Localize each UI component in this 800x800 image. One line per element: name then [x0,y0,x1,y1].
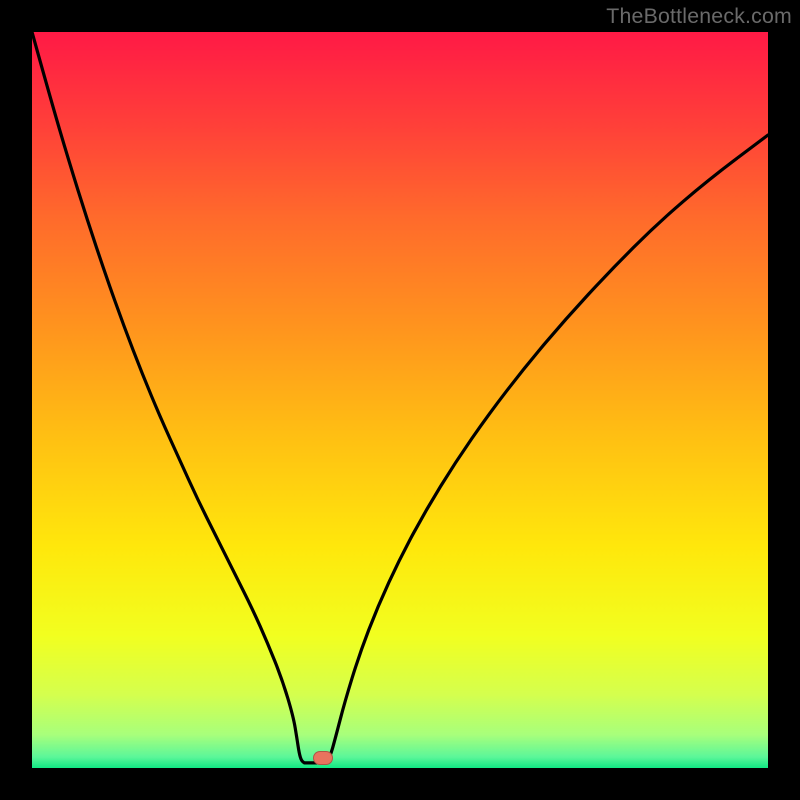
watermark-text: TheBottleneck.com [606,4,792,29]
chart-plot-area [32,32,768,768]
chart-valley-marker [313,751,333,765]
chart-curve [32,32,768,768]
